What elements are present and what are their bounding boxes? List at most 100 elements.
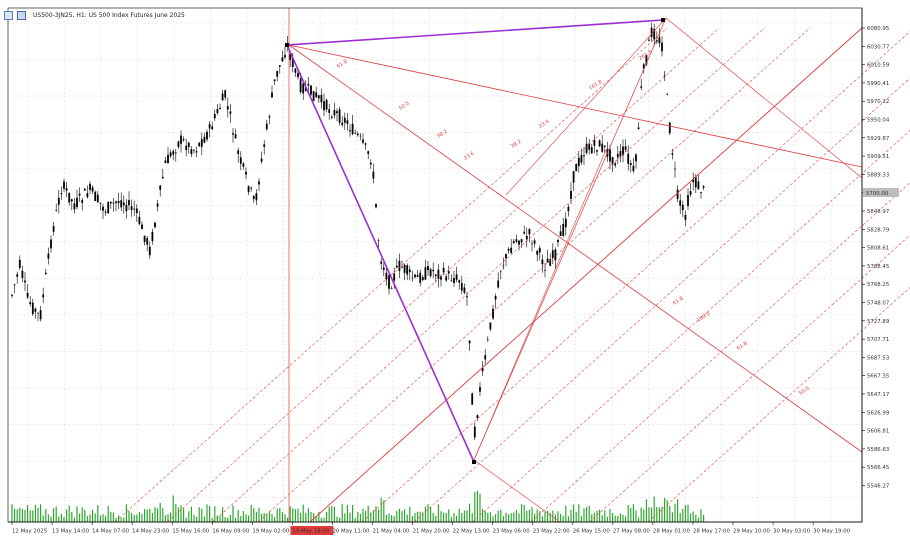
candle-body bbox=[232, 133, 234, 135]
volume-bar bbox=[635, 510, 637, 522]
chart-title-bar: US500-3JN25, H1: US 500 Index Futures Ju… bbox=[4, 8, 185, 22]
fib-channel-line bbox=[288, 44, 863, 453]
volume-bar bbox=[138, 512, 140, 522]
candle-body bbox=[16, 274, 19, 277]
candle-body bbox=[468, 340, 471, 344]
candle-body bbox=[549, 259, 552, 266]
volume-bar bbox=[235, 517, 237, 522]
volume-bar bbox=[453, 513, 455, 522]
volume-bar bbox=[396, 511, 398, 522]
price-tick-label: 5808.61 bbox=[867, 246, 889, 252]
volume-bar bbox=[268, 511, 270, 522]
volume-bar bbox=[261, 513, 263, 522]
fib-level-label: 61.8 bbox=[672, 296, 685, 307]
time-tick-label: 19 May 02:00 bbox=[252, 529, 290, 535]
volume-bar bbox=[53, 508, 55, 522]
volume-bar bbox=[385, 514, 387, 522]
candle-body bbox=[185, 145, 188, 151]
fib-channel-line bbox=[665, 17, 863, 179]
price-axis[interactable]: 6080.95 6030.77 6010.59 5990.41 5970.22 5950.… bbox=[862, 26, 890, 490]
fibonacci-channel[interactable] bbox=[114, 8, 910, 523]
volume-bar bbox=[149, 508, 151, 522]
volume-bar bbox=[214, 506, 216, 522]
candle-body bbox=[299, 78, 302, 93]
candle-body bbox=[489, 322, 492, 330]
volume-bar bbox=[297, 508, 299, 522]
candle-body bbox=[107, 201, 110, 214]
candle-body bbox=[208, 124, 211, 129]
volume-bar bbox=[341, 504, 343, 522]
candle-body bbox=[463, 287, 466, 293]
volume-bar bbox=[549, 512, 551, 522]
volume-bar bbox=[164, 515, 166, 522]
candle-body bbox=[440, 276, 442, 280]
candle-body bbox=[135, 208, 138, 213]
candle-body bbox=[237, 150, 240, 155]
candle-body bbox=[13, 284, 16, 286]
volume-bar bbox=[229, 514, 231, 522]
candle-body bbox=[661, 42, 663, 52]
volume-bar bbox=[177, 507, 179, 522]
volume-bar bbox=[489, 512, 491, 522]
volume-bar bbox=[315, 516, 317, 522]
candle-body bbox=[159, 185, 162, 190]
time-tick-label: 13 May 14:00 bbox=[52, 529, 90, 535]
highlighted-time-bg bbox=[290, 526, 334, 535]
candle-body bbox=[429, 269, 432, 277]
volume-bar bbox=[141, 513, 143, 522]
candle-body bbox=[479, 387, 481, 392]
chart-type-icon[interactable] bbox=[17, 10, 26, 20]
volume-bar bbox=[502, 516, 504, 522]
volume-bar bbox=[513, 512, 515, 522]
candle-body bbox=[674, 168, 676, 170]
candle-body bbox=[458, 280, 461, 283]
wave-lines[interactable] bbox=[285, 18, 665, 464]
candle-body bbox=[572, 171, 575, 183]
candle-body bbox=[341, 122, 344, 125]
volume-bar bbox=[404, 509, 406, 522]
candle-body bbox=[180, 135, 182, 144]
volume-bar bbox=[367, 505, 369, 522]
candle-body bbox=[161, 176, 164, 179]
candle-body bbox=[601, 143, 604, 152]
volume-bar bbox=[216, 515, 218, 522]
candle-body bbox=[416, 275, 419, 277]
candle-body bbox=[89, 183, 91, 190]
candle-body bbox=[497, 280, 500, 288]
candle-body bbox=[187, 142, 190, 148]
candle-body bbox=[289, 53, 292, 60]
fib-level-labels: 61.8 50.0 38.2 23.6 61.8 100.0 61.8 50.0 38.2 23.… bbox=[336, 49, 811, 397]
candle-body bbox=[37, 312, 39, 314]
candle-body bbox=[395, 265, 398, 268]
candle-body bbox=[57, 197, 60, 205]
price-tick-label: 5566.45 bbox=[867, 465, 889, 471]
price-tick-label: 5950.04 bbox=[867, 118, 890, 124]
candle-body bbox=[551, 250, 554, 259]
volume-bar bbox=[539, 511, 541, 522]
price-tick-label: 5970.22 bbox=[867, 99, 889, 105]
volume-bar bbox=[266, 513, 268, 522]
volume-bar bbox=[133, 515, 135, 522]
candle-body bbox=[671, 153, 674, 155]
time-axis[interactable]: 12 May 2025 13 May 14:00 14 May 07:00 14 Ma… bbox=[11, 522, 851, 535]
candle-body bbox=[658, 37, 661, 44]
volume-bar bbox=[131, 512, 133, 522]
volume-bar bbox=[159, 502, 161, 522]
window-icon[interactable] bbox=[4, 10, 13, 20]
volume-bar bbox=[497, 510, 499, 522]
volume-bar bbox=[411, 516, 413, 522]
volume-bar bbox=[528, 509, 530, 522]
candle-body bbox=[221, 93, 224, 101]
candle-body bbox=[372, 171, 375, 179]
candle-body bbox=[541, 259, 544, 265]
candle-body bbox=[297, 73, 299, 78]
time-tick-label: 27 May 08:00 bbox=[613, 529, 651, 535]
candle-body bbox=[390, 288, 393, 290]
volume-bar bbox=[32, 510, 34, 522]
candle-body bbox=[99, 202, 102, 204]
volume-bar bbox=[684, 505, 686, 522]
volume-bar bbox=[523, 504, 525, 522]
chart-title: US500-3JN25, H1: US 500 Index Futures Ju… bbox=[33, 11, 185, 19]
